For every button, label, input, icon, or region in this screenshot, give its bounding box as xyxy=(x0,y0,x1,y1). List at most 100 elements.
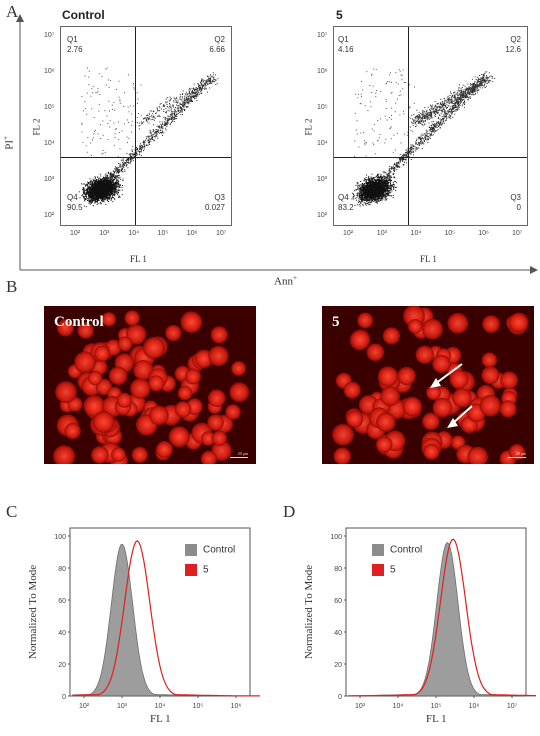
x-tick-label: 10² xyxy=(79,703,90,710)
legend-c-treated: 5 xyxy=(185,564,209,576)
y-tick-label: 10⁴ xyxy=(44,140,55,147)
q2-label: Q2 12.6 xyxy=(505,35,521,54)
x-tick-label: 10⁵ xyxy=(431,703,442,710)
legend-swatch-red xyxy=(372,564,384,576)
x-tick-label: 10⁴ xyxy=(128,230,140,237)
x-tick-label: 10⁷ xyxy=(507,703,518,710)
panel-letter-d: D xyxy=(283,502,296,521)
x-tick-label: 10⁷ xyxy=(216,230,227,237)
panel-letter-b: B xyxy=(6,277,18,296)
flow-right-xlabel: FL 1 xyxy=(420,254,437,264)
scale-text: 20 μm xyxy=(515,451,526,456)
flow-plot-treated: Q1 4.16 Q2 12.6 Q3 0 Q4 83.2 xyxy=(333,26,528,226)
x-tick-label: 10⁶ xyxy=(469,703,480,710)
y-tick-label: 10⁵ xyxy=(317,104,328,111)
q3-label: Q3 0.027 xyxy=(204,193,225,212)
quadrant-vline xyxy=(408,27,409,225)
x-tick-label: 10² xyxy=(70,230,81,237)
y-tick-label: 40 xyxy=(334,630,342,637)
panel-letter-c: C xyxy=(6,502,18,521)
histogram-c: 0 20 40 60 80 100 10² 10³ 10⁴ 10⁵ 10⁶ FL 1 Normalize… xyxy=(27,527,260,725)
scale-text: 20 μm xyxy=(237,451,248,456)
series-treated-line xyxy=(72,540,260,697)
q1-label: Q1 2.76 xyxy=(67,35,83,54)
flow-left-title: Control xyxy=(62,8,105,22)
legend-c-control: Control xyxy=(185,544,235,556)
y-tick-label: 20 xyxy=(334,662,342,669)
hist-xlabel: FL 1 xyxy=(426,713,447,725)
x-tick-label: 10² xyxy=(343,230,354,237)
y-tick-label: 10³ xyxy=(317,176,328,183)
micrograph-treated-title: 5 xyxy=(332,314,340,330)
flow-left-ylabel: FL 2 xyxy=(31,118,42,136)
y-tick-label: 100 xyxy=(330,534,342,541)
y-tick-label: 10⁷ xyxy=(317,32,328,39)
q3-label: Q3 0 xyxy=(510,193,521,212)
x-tick-label: 10³ xyxy=(99,230,110,237)
arrows-overlay xyxy=(430,363,473,428)
x-tick-label: 10⁵ xyxy=(193,703,204,710)
y-tick-label: 10⁵ xyxy=(44,104,55,111)
y-tick-label: 80 xyxy=(334,566,342,573)
flow-left-xlabel: FL 1 xyxy=(130,254,147,264)
micrograph-control: Control 20 μm xyxy=(44,306,256,464)
y-tick-label: 0 xyxy=(338,694,342,701)
q4-label: Q4 90.5 xyxy=(67,193,83,212)
q2-label: Q2 6.66 xyxy=(209,35,225,54)
micrograph-treated: 5 20 μm xyxy=(322,306,534,464)
y-tick-label: 10² xyxy=(44,212,55,219)
legend-d-control: Control xyxy=(372,544,422,556)
arrow-2 xyxy=(451,405,473,425)
arrow-2-head xyxy=(447,418,458,428)
outer-y-label: PI+ xyxy=(2,135,16,150)
y-tick-label: 100 xyxy=(54,534,66,541)
arrow-1-head xyxy=(430,378,441,388)
histogram-d: 0 20 40 60 80 100 10³ 10⁴ 10⁵ 10⁶ 10⁷ FL 1 Normalize… xyxy=(303,527,536,725)
micrograph-control-title: Control xyxy=(54,314,104,330)
x-tick-label: 10⁶ xyxy=(186,230,198,237)
y-tick-label: 0 xyxy=(62,694,66,701)
scale-bar xyxy=(508,457,526,458)
y-tick-label: 10² xyxy=(317,212,328,219)
series-control-area xyxy=(72,543,260,697)
x-tick-label: 10⁴ xyxy=(410,230,422,237)
legend-d-treated: 5 xyxy=(372,564,396,576)
scatter-dots-treated xyxy=(351,68,496,207)
y-tick-label: 10³ xyxy=(44,176,55,183)
q1-label: Q1 4.16 xyxy=(338,35,354,54)
x-tick-label: 10⁷ xyxy=(512,230,523,237)
cells-image-treated xyxy=(332,306,529,464)
x-tick-label: 10³ xyxy=(376,230,387,237)
scale-bar xyxy=(230,457,248,458)
y-tick-label: 10⁶ xyxy=(44,68,55,75)
y-tick-label: 10⁷ xyxy=(44,32,55,39)
hist-ylabel: Normalized To Mode xyxy=(303,565,315,659)
y-tick-label: 10⁶ xyxy=(317,68,328,75)
x-tick-label: 10³ xyxy=(117,703,128,710)
flow-plot-control: Q1 2.76 Q2 6.66 Q3 0.027 Q4 90.5 xyxy=(60,26,232,226)
hist-ylabel: Normalized To Mode xyxy=(27,565,39,659)
series-treated-line xyxy=(348,538,536,697)
y-tick-label: 10⁴ xyxy=(317,140,328,147)
outer-axes xyxy=(16,14,538,274)
quadrant-hline xyxy=(334,157,527,158)
y-tick-label: 60 xyxy=(334,598,342,605)
arrow-1 xyxy=(434,363,463,385)
flow-right-title: 5 xyxy=(336,8,343,22)
x-tick-label: 10⁶ xyxy=(231,703,242,710)
outer-x-label: Ann+ xyxy=(274,274,297,288)
x-tick-label: 10⁵ xyxy=(444,230,456,237)
x-tick-label: 10⁶ xyxy=(478,230,489,237)
panel-letter-a: A xyxy=(6,2,19,21)
y-tick-label: 20 xyxy=(58,662,66,669)
legend-swatch-gray xyxy=(185,544,197,556)
x-tick-label: 10⁴ xyxy=(155,703,166,710)
hist-xlabel: FL 1 xyxy=(150,713,171,725)
cells-image-control xyxy=(53,310,250,464)
y-tick-label: 60 xyxy=(58,598,66,605)
legend-swatch-gray xyxy=(372,544,384,556)
x-tick-label: 10⁵ xyxy=(157,230,169,237)
quadrant-hline xyxy=(61,157,231,158)
flow-right-ylabel: FL 2 xyxy=(303,118,314,136)
x-tick-label: 10³ xyxy=(355,703,366,710)
